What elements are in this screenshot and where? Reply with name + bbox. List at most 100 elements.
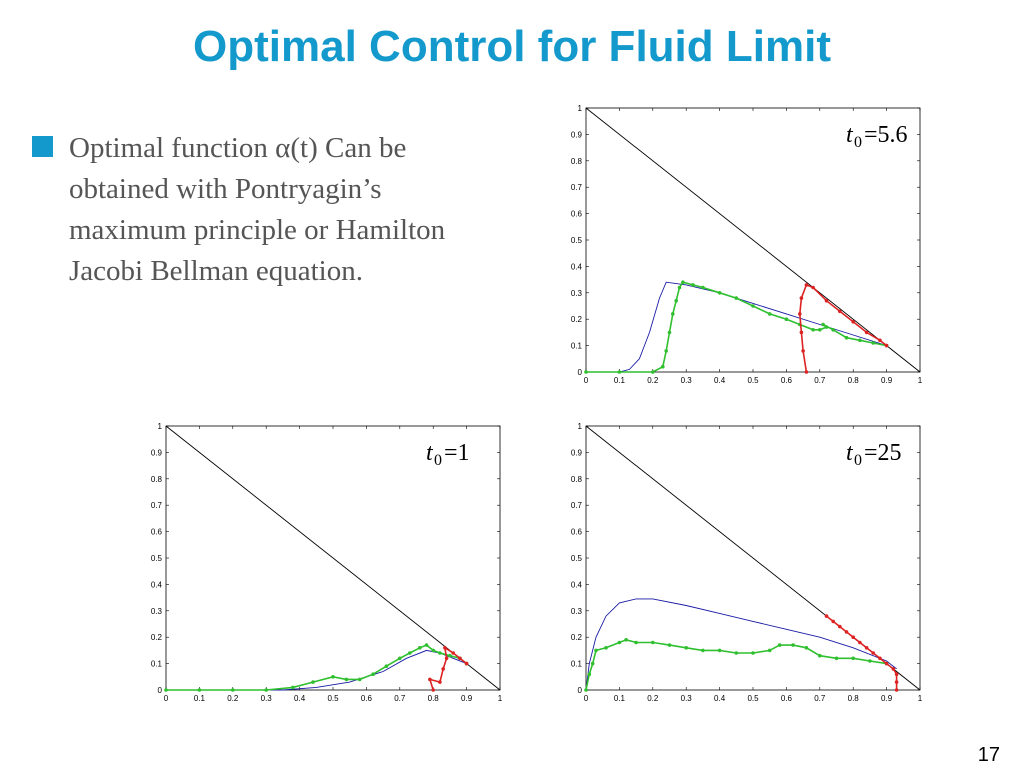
y-tick-label: 0.6 <box>571 210 583 219</box>
series-marker-2 <box>634 640 638 645</box>
x-tick-label: 1 <box>918 694 923 703</box>
series-marker-2 <box>384 664 389 668</box>
x-tick-label: 0.1 <box>194 694 206 703</box>
x-tick-label: 0.7 <box>814 376 826 385</box>
x-tick-label: 0.9 <box>881 376 893 385</box>
series-marker-2 <box>617 370 622 374</box>
series-marker-2 <box>767 648 772 653</box>
series-marker-3 <box>451 651 456 655</box>
series-marker-3 <box>838 309 842 314</box>
y-tick-label: 0 <box>578 368 583 377</box>
y-tick-label: 0.9 <box>571 130 583 139</box>
x-tick-label: 0 <box>584 694 589 703</box>
bullet-text: Optimal function α(t) Can be obtained wi… <box>69 132 446 287</box>
y-tick-label: 1 <box>158 422 163 431</box>
series-marker-2 <box>701 648 705 653</box>
series-marker-3 <box>443 646 447 650</box>
series-marker-3 <box>798 312 802 316</box>
y-tick-label: 0.2 <box>571 633 583 642</box>
series-marker-3 <box>878 338 882 343</box>
x-tick-label: 1 <box>498 694 503 703</box>
series-marker-2 <box>684 646 688 650</box>
series-marker-3 <box>804 283 809 287</box>
x-tick-label: 0.3 <box>681 376 693 385</box>
series-marker-3 <box>438 680 442 684</box>
series-marker-2 <box>431 648 436 653</box>
y-tick-label: 0.7 <box>571 183 583 192</box>
series-marker-2 <box>590 661 595 666</box>
series-marker-2 <box>587 672 592 676</box>
x-tick-label: 0.2 <box>227 694 239 703</box>
series-marker-2 <box>734 651 739 655</box>
y-tick-label: 0.7 <box>151 501 163 510</box>
plot-label-subscript: 0 <box>434 452 442 469</box>
plot-label-subscript: 0 <box>854 134 862 151</box>
x-tick-label: 0.3 <box>261 694 273 703</box>
series-marker-2 <box>804 646 809 650</box>
plot-t0-25-svg: 0 0.1 0.2 0.3 0.4 0.5 0.6 0.7 0.8 0.9 1 0 0.1 0.2 0.3 0… <box>571 422 923 703</box>
series-marker-2 <box>197 688 202 692</box>
y-tick-label: 0.5 <box>151 554 163 563</box>
series-marker-3 <box>431 688 436 692</box>
series-marker-3 <box>811 285 815 290</box>
series-marker-2 <box>651 640 655 645</box>
series-marker-2 <box>858 338 862 343</box>
plot-label-value: =25 <box>864 440 902 466</box>
x-tick-label: 0.2 <box>647 376 659 385</box>
plot-t0-25: 0 0.1 0.2 0.3 0.4 0.5 0.6 0.7 0.8 0.9 1 0 0.1 0.2 0.3 0… <box>560 418 930 708</box>
series-marker-3 <box>441 667 446 671</box>
series-line-1 <box>586 281 887 373</box>
series-marker-2 <box>408 651 412 655</box>
series-marker-2 <box>624 638 628 642</box>
series-marker-2 <box>821 322 825 327</box>
series-marker-2 <box>691 283 695 287</box>
series-marker-2 <box>751 651 755 655</box>
y-tick-label: 0.5 <box>571 236 583 245</box>
series-marker-2 <box>594 648 598 653</box>
y-tick-label: 0.3 <box>151 607 163 616</box>
x-tick-label: 0.8 <box>848 694 860 703</box>
series-marker-3 <box>824 298 829 303</box>
y-tick-label: 0.4 <box>571 262 583 271</box>
y-tick-label: 0.4 <box>571 580 583 589</box>
y-tick-label: 0.7 <box>571 501 583 510</box>
series-marker-2 <box>231 688 235 692</box>
series-marker-2 <box>667 330 672 335</box>
x-tick-label: 0.4 <box>714 376 726 385</box>
series-marker-2 <box>717 648 722 653</box>
series-marker-3 <box>894 672 899 676</box>
x-tick-label: 0.5 <box>747 376 759 385</box>
series-marker-3 <box>878 656 882 661</box>
series-marker-3 <box>864 330 869 335</box>
series-marker-3 <box>799 296 804 300</box>
y-tick-label: 0 <box>158 686 163 695</box>
series-marker-2 <box>331 675 335 679</box>
series-marker-3 <box>458 656 462 661</box>
y-tick-label: 0.3 <box>571 289 583 298</box>
x-tick-label: 0.4 <box>294 694 306 703</box>
series-marker-2 <box>734 296 739 300</box>
y-tick-label: 0.5 <box>571 554 583 563</box>
series-marker-2 <box>264 688 268 692</box>
x-tick-label: 0 <box>584 376 589 385</box>
y-tick-label: 0.8 <box>571 475 583 484</box>
y-tick-label: 1 <box>578 104 583 113</box>
x-tick-label: 0.7 <box>394 694 406 703</box>
series-marker-3 <box>838 624 842 629</box>
series-marker-2 <box>424 643 429 647</box>
plot-t0-5-6-svg: 0 0.1 0.2 0.3 0.4 0.5 0.6 0.7 0.8 0.9 1 0 0.1 0.2 0.3 0… <box>571 104 923 385</box>
x-tick-label: 0.1 <box>614 694 626 703</box>
series-marker-2 <box>818 328 822 332</box>
series-marker-3 <box>894 680 899 684</box>
x-tick-label: 0.3 <box>681 694 693 703</box>
series-marker-2 <box>831 328 835 332</box>
series-marker-3 <box>884 343 889 348</box>
y-tick-label: 0.4 <box>151 580 163 589</box>
series-marker-3 <box>858 640 862 645</box>
series-marker-2 <box>674 298 678 303</box>
series-marker-2 <box>667 643 672 647</box>
x-tick-label: 0.6 <box>361 694 373 703</box>
x-tick-label: 0.8 <box>848 376 860 385</box>
series-marker-2 <box>311 680 315 684</box>
series-marker-3 <box>891 667 896 671</box>
